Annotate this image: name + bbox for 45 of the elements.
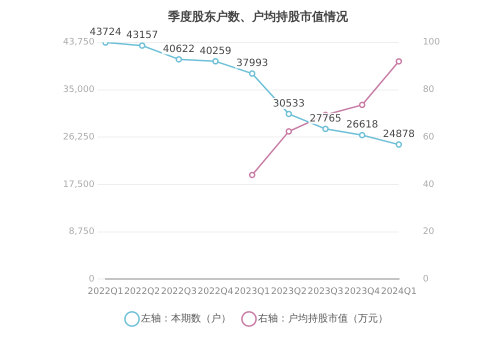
point [322, 126, 329, 132]
data-label: 43157 [126, 30, 158, 42]
x-tick-label: 2022Q2 [124, 286, 160, 297]
y2-tick-label: 100 [422, 38, 440, 48]
point [176, 56, 182, 63]
point [396, 58, 402, 65]
point [248, 172, 256, 178]
point [248, 70, 256, 77]
x-tick-label: 2022Q3 [160, 286, 197, 297]
chart-title: 季度股东户数、户均持股市值情况 [167, 9, 349, 24]
point [286, 110, 292, 118]
x-tick-label: 2022Q4 [198, 286, 234, 297]
data-label: 24878 [382, 129, 415, 140]
legend-label: 右轴：户均持股市值（万元） [258, 312, 388, 325]
data-label: 26618 [346, 120, 378, 131]
data-label: 40622 [162, 44, 195, 55]
point [358, 132, 366, 138]
point [138, 42, 146, 49]
data-label: 40259 [200, 46, 232, 57]
y-tick-label: 17,500 [62, 180, 95, 190]
y-tick-label: 0 [88, 274, 95, 285]
y-tick-label: 26,250 [62, 132, 95, 142]
point [286, 128, 292, 135]
point [212, 58, 219, 65]
point [396, 141, 402, 148]
data-label: 43724 [90, 27, 122, 38]
data-label: 27765 [310, 114, 342, 125]
y2-tick-label: 80 [422, 85, 435, 96]
x-tick-label: 2022Q1 [88, 286, 124, 297]
y-tick-label: 43,750 [62, 38, 95, 48]
x-tick-label: 2023Q4 [344, 286, 380, 297]
x-tick-label: 2024Q1 [380, 286, 417, 297]
y-tick-label: 8,750 [68, 227, 95, 238]
data-label: 37993 [236, 58, 268, 70]
y2-tick-label: 60 [422, 132, 435, 142]
y-tick-label: 35,000 [62, 85, 95, 96]
y2-tick-label: 20 [422, 227, 435, 238]
x-tick-label: 2023Q1 [234, 286, 270, 297]
data-label: 30533 [272, 98, 305, 110]
y2-tick-label: 0 [422, 274, 429, 285]
x-tick-label: 2023Q3 [308, 286, 344, 297]
x-tick-label: 2023Q2 [270, 286, 307, 297]
point [358, 102, 366, 108]
legend-label: 左轴：本期数（户） [141, 312, 231, 325]
y2-tick-label: 40 [422, 180, 435, 190]
